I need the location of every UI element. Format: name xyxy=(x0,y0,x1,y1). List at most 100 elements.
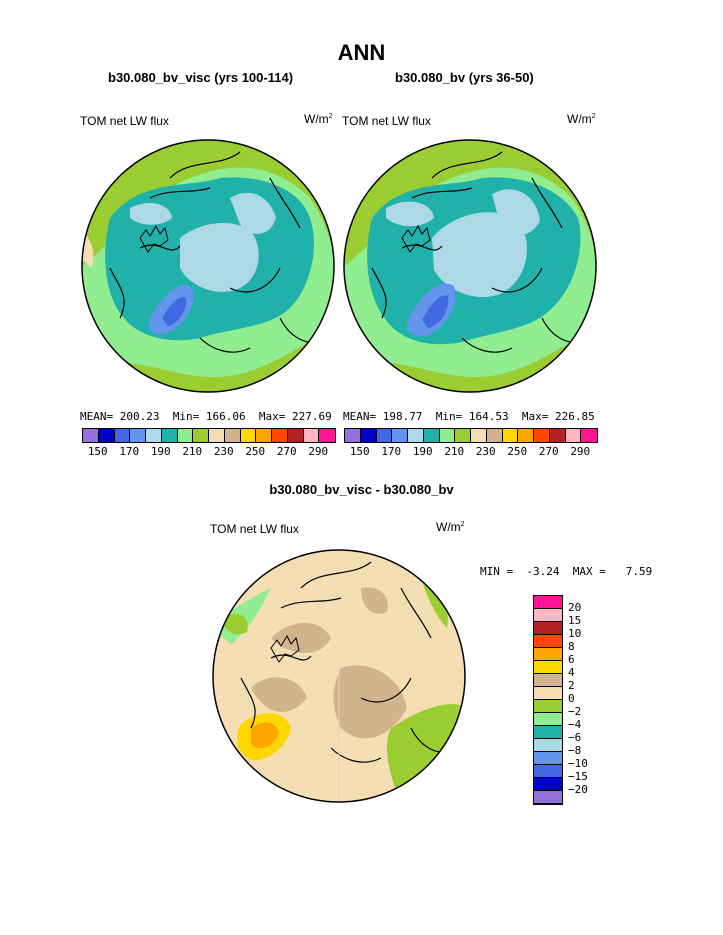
colorbar-swatch xyxy=(502,429,519,442)
colorbar-tick-label: 150 xyxy=(349,445,370,458)
colorbar-swatch xyxy=(161,429,178,442)
colorbar-visc xyxy=(82,428,336,443)
colorbar-swatch xyxy=(534,765,562,778)
colorbar-tick-label: 230 xyxy=(213,445,234,458)
panel-1-stats: MEAN= 200.23 Min= 166.06 Max= 227.69 xyxy=(80,410,332,423)
colorbar-swatch xyxy=(486,429,503,442)
colorbar-swatch xyxy=(360,429,377,442)
colorbar-swatch xyxy=(534,609,562,622)
colorbar-tick-label: −10 xyxy=(568,757,588,770)
colorbar-swatch xyxy=(209,429,225,442)
colorbar-swatch xyxy=(534,661,562,674)
colorbar-tick-label: 190 xyxy=(412,445,433,458)
colorbar-difference-ticks: 20 15 10 8 6 4 2 0 −2 −4 −6 −8 −10 −15 −20 xyxy=(568,595,608,803)
colorbar-tick-label: −2 xyxy=(568,705,582,718)
colorbar-tick-label: −8 xyxy=(568,744,582,757)
colorbar-swatch xyxy=(114,429,131,442)
diff-min-max: MIN = -3.24 MAX = 7.59 xyxy=(480,565,653,578)
colorbar-tick-label: 2 xyxy=(568,679,575,692)
colorbar-swatch xyxy=(392,429,408,442)
diff-subtitle: b30.080_bv_visc - b30.080_bv xyxy=(269,482,454,497)
colorbar-swatch xyxy=(534,648,562,661)
colorbar-swatch xyxy=(303,429,320,442)
page-title: ANN xyxy=(337,40,386,65)
colorbar-swatch xyxy=(376,429,393,442)
colorbar-visc-ticks: 150 170 190 210 230 250 270 290 xyxy=(82,445,334,459)
colorbar-swatch xyxy=(423,429,440,442)
panel-2-subtitle: b30.080_bv (yrs 36-50) xyxy=(395,70,534,85)
colorbar-swatch xyxy=(193,429,209,442)
colorbar-swatch xyxy=(319,429,335,442)
panel-1-subtitle: b30.080_bv_visc (yrs 100-114) xyxy=(108,70,294,85)
colorbar-swatch xyxy=(83,429,99,442)
colorbar-swatch xyxy=(534,791,562,804)
colorbar-tick-label: −20 xyxy=(568,783,588,796)
colorbar-swatch xyxy=(534,429,550,442)
colorbar-swatch xyxy=(408,429,424,442)
colorbar-tick-label: 0 xyxy=(568,692,575,705)
colorbar-swatch xyxy=(98,429,115,442)
panel-2-units: W/m2 xyxy=(567,112,596,126)
colorbar-tick-label: −4 xyxy=(568,718,582,731)
colorbar-bv-ticks: 150 170 190 210 230 250 270 290 xyxy=(344,445,596,459)
polar-map-bv xyxy=(343,139,597,393)
colorbar-swatch xyxy=(534,778,562,791)
colorbar-swatch xyxy=(581,429,597,442)
colorbar-swatch xyxy=(518,429,534,442)
colorbar-swatch xyxy=(549,429,566,442)
colorbar-tick-label: 150 xyxy=(87,445,108,458)
colorbar-bv xyxy=(344,428,598,443)
panel-1-field-label: TOM net LW flux xyxy=(80,114,169,128)
colorbar-tick-label: −6 xyxy=(568,731,582,744)
colorbar-swatch xyxy=(439,429,456,442)
colorbar-swatch xyxy=(256,429,272,442)
colorbar-tick-label: −15 xyxy=(568,770,588,783)
panel-2-field-label: TOM net LW flux xyxy=(342,114,431,128)
colorbar-tick-label: 170 xyxy=(119,445,140,458)
colorbar-swatch xyxy=(177,429,194,442)
colorbar-tick-label: 210 xyxy=(182,445,203,458)
colorbar-swatch xyxy=(224,429,241,442)
colorbar-tick-label: 270 xyxy=(276,445,297,458)
colorbar-swatch xyxy=(534,739,562,752)
colorbar-swatch xyxy=(534,752,562,765)
colorbar-tick-label: 6 xyxy=(568,653,575,666)
colorbar-tick-label: 230 xyxy=(475,445,496,458)
diff-field-label: TOM net LW flux xyxy=(210,522,299,536)
colorbar-tick-label: 170 xyxy=(381,445,402,458)
diff-units: W/m2 xyxy=(436,520,465,534)
colorbar-tick-label: 15 xyxy=(568,614,582,627)
colorbar-swatch xyxy=(534,622,562,635)
colorbar-tick-label: 250 xyxy=(507,445,528,458)
colorbar-swatch xyxy=(534,596,562,609)
colorbar-difference xyxy=(533,595,563,805)
colorbar-swatch xyxy=(471,429,487,442)
colorbar-swatch xyxy=(534,713,562,726)
colorbar-tick-label: 210 xyxy=(444,445,465,458)
colorbar-tick-label: 4 xyxy=(568,666,575,679)
colorbar-swatch xyxy=(534,687,562,700)
colorbar-tick-label: 290 xyxy=(570,445,591,458)
panel-2-stats: MEAN= 198.77 Min= 164.53 Max= 226.85 xyxy=(343,410,595,423)
colorbar-swatch xyxy=(345,429,361,442)
colorbar-tick-label: 290 xyxy=(308,445,329,458)
colorbar-swatch xyxy=(534,635,562,648)
colorbar-swatch xyxy=(534,726,562,739)
colorbar-tick-label: 20 xyxy=(568,601,582,614)
colorbar-tick-label: 190 xyxy=(150,445,171,458)
colorbar-swatch xyxy=(455,429,471,442)
panel-1-units: W/m2 xyxy=(304,112,333,126)
colorbar-tick-label: 250 xyxy=(245,445,266,458)
colorbar-tick-label: 8 xyxy=(568,640,575,653)
polar-map-visc xyxy=(81,139,335,393)
colorbar-swatch xyxy=(534,700,562,713)
colorbar-swatch xyxy=(565,429,582,442)
colorbar-tick-label: 10 xyxy=(568,627,582,640)
colorbar-swatch xyxy=(146,429,162,442)
colorbar-swatch xyxy=(534,674,562,687)
colorbar-swatch xyxy=(272,429,288,442)
colorbar-swatch xyxy=(240,429,257,442)
colorbar-swatch xyxy=(130,429,146,442)
colorbar-tick-label: 270 xyxy=(538,445,559,458)
polar-map-difference xyxy=(212,549,466,803)
